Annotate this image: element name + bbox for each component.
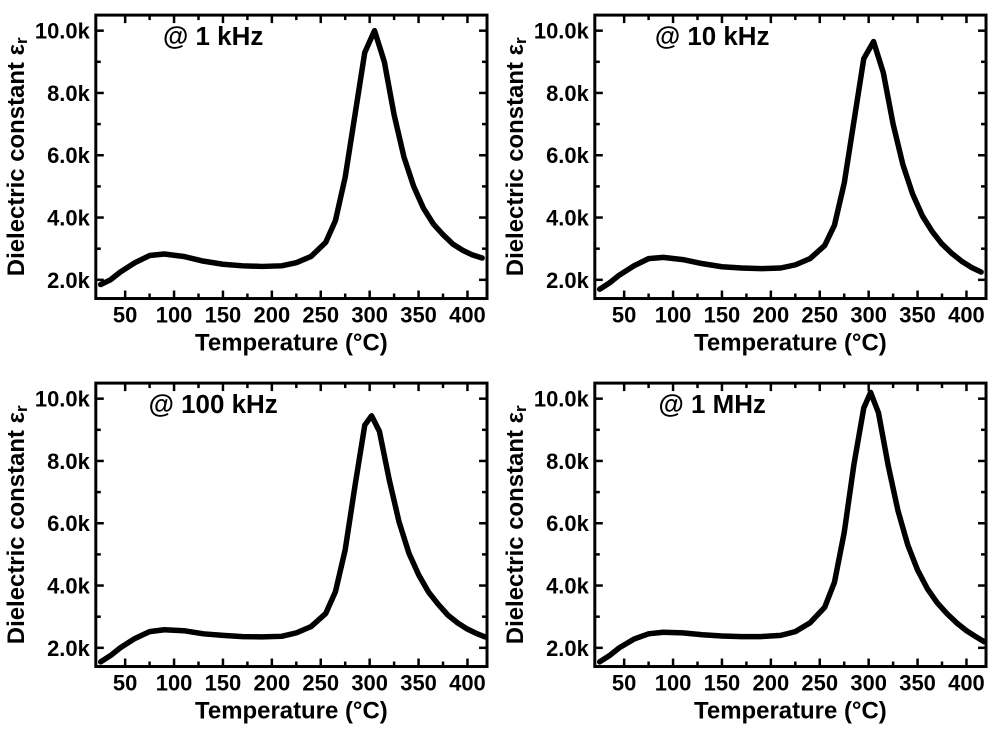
svg-text:6.0k: 6.0k	[546, 511, 589, 536]
svg-text:400: 400	[948, 670, 985, 695]
svg-text:200: 200	[753, 302, 790, 327]
svg-text:4.0k: 4.0k	[47, 573, 90, 598]
svg-text:@ 100 kHz: @ 100 kHz	[149, 391, 278, 419]
chart-grid: 50 100 150 200 250 300 350 400 2.0k 4.0k 6.0k 8.0k 1…	[0, 0, 1000, 737]
svg-text:Temperature (°C): Temperature (°C)	[694, 697, 887, 724]
panel-1mhz: 50 100 150 200 250 300 350 400 2.0k 4.0k 6.0k 8.0k 1…	[503, 372, 996, 734]
svg-text:350: 350	[899, 302, 936, 327]
svg-text:10.0k: 10.0k	[35, 19, 91, 44]
svg-text:Dielectric constant εr: Dielectric constant εr	[4, 405, 31, 644]
svg-text:100: 100	[655, 302, 692, 327]
svg-text:8.0k: 8.0k	[47, 81, 90, 106]
svg-text:150: 150	[205, 302, 242, 327]
svg-text:Dielectric constant εr: Dielectric constant εr	[503, 405, 530, 644]
svg-text:4.0k: 4.0k	[546, 573, 589, 598]
svg-text:4.0k: 4.0k	[546, 206, 589, 231]
panel-100khz: 50 100 150 200 250 300 350 400 2.0k 4.0k 6.0k 8.0k 1…	[4, 372, 497, 734]
svg-text:100: 100	[156, 302, 193, 327]
svg-text:250: 250	[801, 670, 838, 695]
svg-text:400: 400	[449, 302, 486, 327]
svg-text:Temperature (°C): Temperature (°C)	[195, 329, 388, 356]
svg-text:@ 1 MHz: @ 1 MHz	[658, 391, 765, 419]
svg-text:100: 100	[156, 670, 193, 695]
svg-text:350: 350	[400, 670, 437, 695]
svg-text:300: 300	[351, 670, 388, 695]
svg-text:6.0k: 6.0k	[47, 511, 90, 536]
svg-text:10.0k: 10.0k	[534, 19, 590, 44]
svg-text:Temperature (°C): Temperature (°C)	[694, 329, 887, 356]
svg-text:2.0k: 2.0k	[47, 635, 90, 660]
svg-text:50: 50	[612, 670, 636, 695]
svg-text:300: 300	[850, 670, 887, 695]
svg-text:150: 150	[704, 670, 741, 695]
svg-text:250: 250	[801, 302, 838, 327]
svg-text:Temperature (°C): Temperature (°C)	[195, 697, 388, 724]
svg-text:2.0k: 2.0k	[546, 635, 589, 660]
svg-text:150: 150	[704, 302, 741, 327]
svg-text:8.0k: 8.0k	[546, 81, 589, 106]
svg-text:@ 10 kHz: @ 10 kHz	[655, 23, 770, 51]
svg-text:400: 400	[449, 670, 486, 695]
svg-text:50: 50	[113, 670, 137, 695]
svg-text:300: 300	[351, 302, 388, 327]
svg-text:100: 100	[655, 670, 692, 695]
svg-text:10.0k: 10.0k	[35, 386, 91, 411]
svg-text:6.0k: 6.0k	[546, 143, 589, 168]
svg-text:6.0k: 6.0k	[47, 143, 90, 168]
svg-text:8.0k: 8.0k	[47, 448, 90, 473]
panel-10khz: 50 100 150 200 250 300 350 400 2.0k 4.0k 6.0k 8.0k 1…	[503, 4, 996, 366]
svg-text:2.0k: 2.0k	[546, 268, 589, 293]
svg-text:2.0k: 2.0k	[47, 268, 90, 293]
svg-text:200: 200	[254, 302, 291, 327]
svg-text:50: 50	[113, 302, 137, 327]
svg-text:4.0k: 4.0k	[47, 206, 90, 231]
svg-text:200: 200	[254, 670, 291, 695]
svg-text:400: 400	[948, 302, 985, 327]
svg-text:50: 50	[612, 302, 636, 327]
svg-text:300: 300	[850, 302, 887, 327]
svg-text:250: 250	[302, 670, 339, 695]
svg-text:250: 250	[302, 302, 339, 327]
svg-text:@ 1 kHz: @ 1 kHz	[163, 23, 263, 51]
svg-text:Dielectric constant εr: Dielectric constant εr	[503, 37, 530, 276]
svg-text:350: 350	[400, 302, 437, 327]
panel-1khz: 50 100 150 200 250 300 350 400 2.0k 4.0k 6.0k 8.0k 1…	[4, 4, 497, 366]
svg-text:8.0k: 8.0k	[546, 448, 589, 473]
svg-text:350: 350	[899, 670, 936, 695]
svg-text:Dielectric constant εr: Dielectric constant εr	[4, 37, 31, 276]
svg-text:200: 200	[753, 670, 790, 695]
svg-text:10.0k: 10.0k	[534, 386, 590, 411]
svg-text:150: 150	[205, 670, 242, 695]
